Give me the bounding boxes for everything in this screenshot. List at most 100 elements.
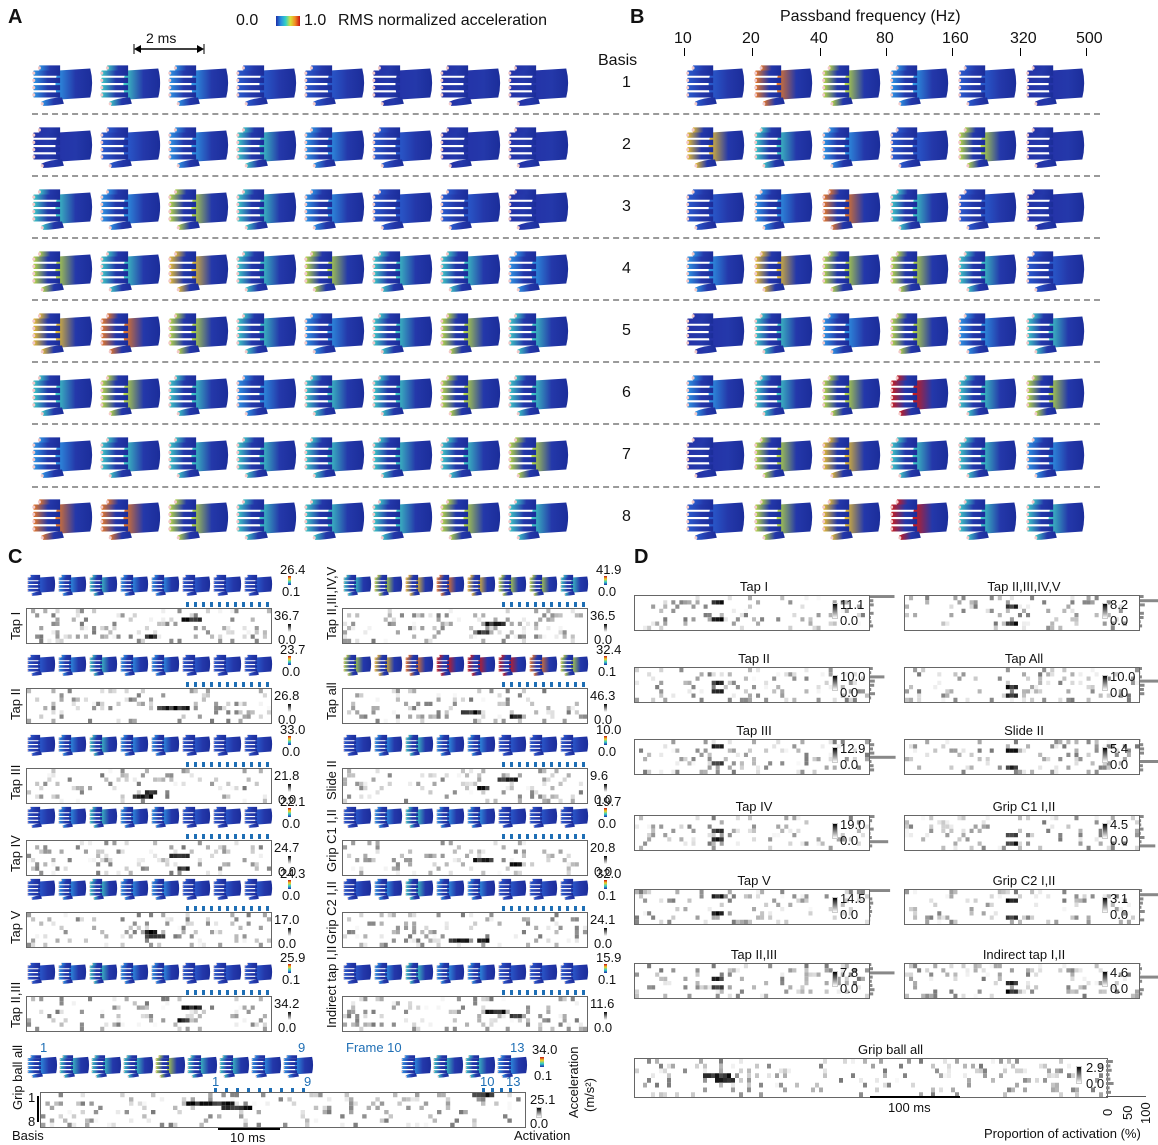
heatmap-cell: [651, 1073, 655, 1078]
heatmap-cell: [659, 977, 663, 981]
heatmap-cell: [639, 894, 643, 898]
heatmap-cell: [1011, 1088, 1015, 1093]
heatmap-colorbar: [604, 624, 607, 632]
proportion-bar: [870, 696, 871, 699]
heatmap-cell: [1018, 990, 1022, 994]
heatmap-cell: [50, 1123, 54, 1127]
heatmap-cell: [1074, 617, 1078, 621]
heatmap-cell: [683, 600, 687, 604]
heatmap-cell: [949, 689, 953, 693]
heatmap-cell: [744, 894, 748, 898]
heatmap-cell: [327, 1097, 331, 1101]
heatmap-cell: [865, 757, 869, 761]
heatmap-cell: [1095, 981, 1099, 985]
heatmap-cell: [796, 899, 800, 903]
heatmap-cell: [951, 1088, 955, 1093]
heatmap-cell: [784, 816, 788, 820]
heatmap-cell: [728, 973, 732, 977]
heatmap-cell: [279, 1097, 283, 1101]
proportion-bar: [1106, 1073, 1110, 1076]
heatmap-cell: [647, 626, 651, 630]
heatmap-cell: [380, 1119, 384, 1123]
heatmap-cell: [708, 766, 712, 770]
heatmap-cell: [1038, 681, 1042, 685]
heatmap-cell: [415, 1097, 419, 1101]
heatmap-cell: [691, 829, 695, 833]
heatmap-cell: [1095, 964, 1099, 968]
heatmap-cell: [1062, 744, 1066, 748]
hand-b-r7-c4: [888, 428, 950, 482]
heatmap-cell: [362, 1114, 366, 1118]
heatmap-cell: [1026, 842, 1030, 846]
heatmap-cell: [966, 766, 970, 770]
heatmap-cell: [953, 842, 957, 846]
proportion-bar: [870, 980, 872, 983]
heatmap-cell: [747, 1078, 751, 1083]
heatmap-cell: [243, 1119, 247, 1123]
heatmap-cell: [871, 1064, 875, 1069]
heatmap-cell: [1103, 990, 1107, 994]
heatmap-cell: [784, 698, 788, 702]
heatmap-cell: [731, 1064, 735, 1069]
heatmap-cell: [974, 964, 978, 968]
proportion-bar: [1140, 980, 1142, 983]
heatmap-cell: [804, 899, 808, 903]
heatmap-cell: [732, 622, 736, 626]
heatmap-cell: [978, 740, 982, 744]
hand-b-r4-c3: [820, 242, 882, 296]
heatmap-cell: [1103, 766, 1107, 770]
heatmap-cell: [925, 920, 929, 924]
heatmap-cell: [1078, 757, 1082, 761]
heatmap-cell: [459, 1110, 463, 1114]
heatmap-cell: [937, 672, 941, 676]
heatmap-cell: [895, 1078, 899, 1083]
heatmap-cell: [990, 894, 994, 898]
heatmap-cell: [723, 1073, 727, 1078]
heatmap-cell: [788, 968, 792, 972]
heatmap-cell: [732, 681, 736, 685]
heatmap-cell: [120, 1093, 124, 1097]
heatmap-cell: [788, 626, 792, 630]
heatmap-cell: [776, 920, 780, 924]
heatmap-cell: [1018, 829, 1022, 833]
proportion-bar: [1140, 992, 1142, 995]
heatmap-cell: [792, 833, 796, 837]
heatmap-cell: [1019, 1069, 1023, 1074]
proportion-bar: [870, 620, 871, 623]
heatmap-cell: [764, 994, 768, 998]
heatmap-cell: [700, 753, 704, 757]
heatmap-cell: [243, 1102, 247, 1106]
heatmap-cell: [813, 770, 817, 774]
heatmap-cell: [986, 825, 990, 829]
heatmap-cell: [825, 964, 829, 968]
heatmap-cell: [1046, 681, 1050, 685]
heatmap-cell: [991, 1059, 995, 1064]
heatmap-cell: [1087, 770, 1091, 774]
heatmap-cell: [961, 829, 965, 833]
heatmap-cell: [732, 894, 736, 898]
proportion-bar: [1106, 1086, 1110, 1089]
heatmap-cell: [1066, 766, 1070, 770]
heatmap-cell: [1046, 626, 1050, 630]
heatmap-cell: [481, 1093, 485, 1097]
heatmap-cell: [1018, 770, 1022, 774]
heatmap-cell: [905, 757, 909, 761]
heatmap-cell: [941, 820, 945, 824]
heatmap-cell: [783, 1088, 787, 1093]
heatmap-cell: [931, 1088, 935, 1093]
heatmap-cell: [367, 1106, 371, 1110]
heatmap-cell: [716, 681, 720, 685]
heatmap-cell: [1010, 622, 1014, 626]
heatmap-cell: [1023, 1069, 1027, 1074]
heatmap-cell: [1014, 842, 1018, 846]
heatmap-cell: [301, 1114, 305, 1118]
heatmap-cell: [720, 600, 724, 604]
heatmap-cell: [796, 770, 800, 774]
heatmap-cell: [865, 694, 869, 698]
heatmap-cell: [937, 920, 941, 924]
panel-d-max: 19.0: [840, 817, 865, 832]
heatmap-cell: [1010, 596, 1014, 600]
proportion-bar: [870, 764, 874, 767]
heatmap-cell: [945, 820, 949, 824]
heatmap-cell: [921, 668, 925, 672]
